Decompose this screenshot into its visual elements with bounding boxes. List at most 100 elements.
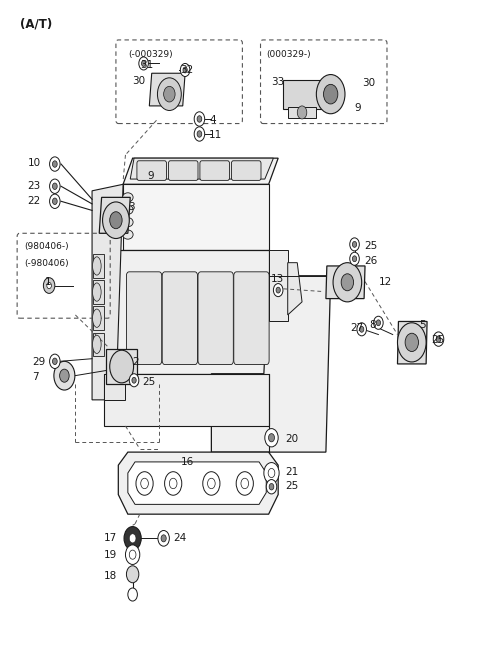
Circle shape <box>52 358 57 365</box>
FancyBboxPatch shape <box>234 272 269 365</box>
Circle shape <box>49 194 60 209</box>
Text: 25: 25 <box>431 335 444 345</box>
FancyBboxPatch shape <box>137 161 167 180</box>
Text: 30: 30 <box>362 78 375 88</box>
Polygon shape <box>211 276 331 452</box>
Circle shape <box>276 287 280 293</box>
FancyBboxPatch shape <box>231 161 261 180</box>
Text: 31: 31 <box>140 60 153 70</box>
Polygon shape <box>130 158 274 179</box>
Circle shape <box>264 462 279 483</box>
Text: 5: 5 <box>419 319 426 330</box>
Polygon shape <box>149 73 185 106</box>
Text: 25: 25 <box>364 241 377 251</box>
Circle shape <box>128 588 137 601</box>
Text: 7: 7 <box>33 372 39 382</box>
Circle shape <box>197 131 202 137</box>
Polygon shape <box>397 321 427 364</box>
Text: 11: 11 <box>209 131 222 140</box>
Circle shape <box>436 336 441 342</box>
Text: 24: 24 <box>173 533 186 543</box>
Ellipse shape <box>122 218 133 227</box>
Circle shape <box>129 550 136 560</box>
Circle shape <box>158 531 169 546</box>
Polygon shape <box>111 250 269 374</box>
Polygon shape <box>93 280 104 304</box>
Ellipse shape <box>122 193 133 202</box>
Circle shape <box>376 320 381 326</box>
Circle shape <box>350 238 360 251</box>
Circle shape <box>194 112 204 126</box>
Circle shape <box>54 361 75 390</box>
Text: 23: 23 <box>28 180 41 191</box>
Text: 22: 22 <box>28 195 41 205</box>
Circle shape <box>110 350 133 383</box>
Text: 25: 25 <box>142 377 156 386</box>
Text: (980406-): (980406-) <box>24 242 69 251</box>
Circle shape <box>126 565 139 583</box>
Circle shape <box>157 78 181 110</box>
Text: 19: 19 <box>104 550 117 560</box>
Circle shape <box>341 274 354 291</box>
Polygon shape <box>118 452 278 514</box>
Circle shape <box>164 87 175 102</box>
Polygon shape <box>93 333 104 356</box>
Polygon shape <box>326 266 365 298</box>
Text: 16: 16 <box>180 457 193 467</box>
Circle shape <box>161 535 166 542</box>
Circle shape <box>265 428 278 447</box>
Circle shape <box>139 57 148 70</box>
Circle shape <box>124 527 141 550</box>
Text: 9: 9 <box>147 171 154 181</box>
Circle shape <box>183 67 187 73</box>
Circle shape <box>165 472 182 495</box>
Text: 4: 4 <box>209 115 216 125</box>
Circle shape <box>110 212 122 229</box>
Circle shape <box>60 369 69 382</box>
Circle shape <box>203 472 220 495</box>
Circle shape <box>350 252 360 265</box>
FancyBboxPatch shape <box>168 161 198 180</box>
Text: 9: 9 <box>355 103 361 113</box>
Polygon shape <box>93 254 104 277</box>
Text: 20: 20 <box>285 434 299 444</box>
Circle shape <box>333 262 362 302</box>
Text: 18: 18 <box>104 571 117 581</box>
Text: 2: 2 <box>132 357 139 367</box>
Text: 3: 3 <box>128 202 134 212</box>
Circle shape <box>142 60 146 66</box>
Circle shape <box>125 545 140 564</box>
Circle shape <box>169 478 177 489</box>
Circle shape <box>180 64 190 77</box>
Circle shape <box>269 483 274 490</box>
Circle shape <box>266 480 277 494</box>
Text: 27: 27 <box>350 323 363 333</box>
Ellipse shape <box>122 205 133 215</box>
Circle shape <box>405 333 419 352</box>
Circle shape <box>47 282 51 289</box>
Circle shape <box>352 256 357 262</box>
Circle shape <box>316 75 345 113</box>
FancyBboxPatch shape <box>198 272 233 365</box>
Polygon shape <box>123 158 278 184</box>
Circle shape <box>433 332 444 346</box>
Circle shape <box>360 327 364 332</box>
Circle shape <box>49 354 60 369</box>
Circle shape <box>49 157 60 171</box>
Circle shape <box>274 283 283 297</box>
Circle shape <box>268 434 275 442</box>
FancyBboxPatch shape <box>200 161 229 180</box>
Polygon shape <box>123 184 269 250</box>
Text: 17: 17 <box>104 533 117 543</box>
Text: 13: 13 <box>271 274 284 284</box>
Text: 1: 1 <box>44 277 51 287</box>
Circle shape <box>129 374 139 387</box>
Ellipse shape <box>93 335 101 354</box>
Text: 25: 25 <box>285 481 299 491</box>
Text: 26: 26 <box>364 256 377 266</box>
Polygon shape <box>283 80 326 109</box>
Circle shape <box>49 179 60 194</box>
Polygon shape <box>104 374 269 426</box>
Text: 29: 29 <box>33 357 46 367</box>
Circle shape <box>52 183 57 190</box>
